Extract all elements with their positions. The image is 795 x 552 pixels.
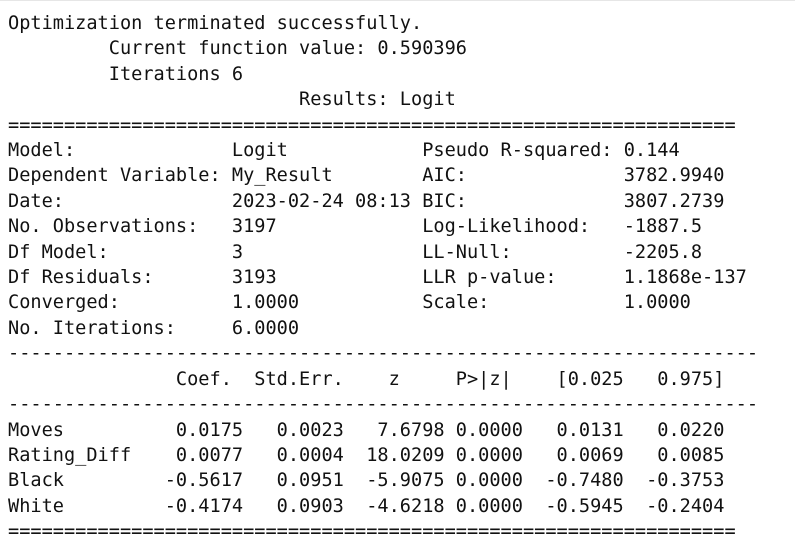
coef-row-black: Black -0.5617 0.0951 -5.9075 0.0000 -0.7… [8, 470, 725, 492]
summary-row-dependent-variable: Dependent Variable: My_Result AIC: 3782.… [8, 165, 725, 187]
summary-row-df-model: Df Model: 3 LL-Null: -2205.8 [8, 241, 703, 263]
results-title: Results: Logit [8, 89, 456, 111]
summary-row-observations: No. Observations: 3197 Log-Likelihood: -… [8, 216, 703, 238]
coef-table-header-rule: ----------------------------------------… [8, 394, 759, 416]
top-rule: ========================================… [8, 114, 736, 136]
iterations-line: Iterations 6 [8, 63, 244, 85]
coef-row-white: White -0.4174 0.0903 -4.6218 0.0000 -0.5… [8, 495, 725, 517]
coef-table-top-rule: ----------------------------------------… [8, 343, 759, 365]
coef-row-moves: Moves 0.0175 0.0023 7.6798 0.0000 0.0131… [8, 419, 725, 441]
function-value-line: Current function value: 0.590396 [8, 38, 467, 60]
summary-row-df-residuals: Df Residuals: 3193 LLR p-value: 1.1868e-… [8, 267, 747, 289]
summary-row-converged: Converged: 1.0000 Scale: 1.0000 [8, 292, 691, 314]
summary-row-model: Model: Logit Pseudo R-squared: 0.144 [8, 140, 680, 162]
coef-table-header: Coef. Std.Err. z P>|z| [0.025 0.975] [8, 368, 725, 390]
summary-row-date: Date: 2023-02-24 08:13 BIC: 3807.2739 [8, 190, 725, 212]
summary-row-iterations: No. Iterations: 6.0000 [8, 317, 300, 339]
status-line: Optimization terminated successfully. [8, 13, 423, 34]
bottom-rule: ========================================… [8, 521, 736, 543]
logit-results-text: Optimization terminated successfully. Cu… [8, 11, 795, 545]
coef-row-rating-diff: Rating_Diff 0.0077 0.0004 18.0209 0.0000… [8, 444, 725, 466]
